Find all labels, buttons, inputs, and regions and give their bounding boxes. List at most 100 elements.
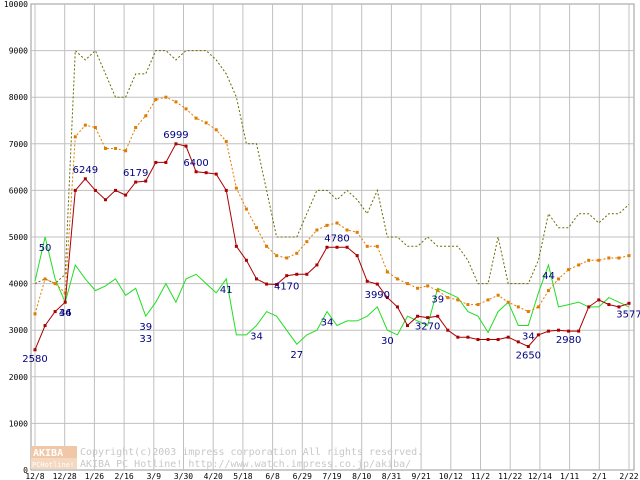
- point-avg: [486, 338, 490, 342]
- series-line-min: [34, 236, 630, 345]
- point-avg: [597, 298, 601, 302]
- point-upper: [154, 98, 158, 102]
- point-avg: [154, 160, 158, 164]
- point-upper: [436, 289, 440, 293]
- point-avg: [73, 188, 77, 192]
- y-tick-label: 6000: [9, 186, 28, 195]
- point-upper: [275, 254, 279, 258]
- point-avg: [285, 274, 289, 278]
- x-tick-label: 6/29: [293, 472, 312, 480]
- point-upper: [285, 256, 289, 260]
- x-tick-label: 7/19: [322, 472, 341, 480]
- point-avg: [627, 301, 631, 305]
- series-line-avg: [34, 143, 630, 350]
- point-avg: [345, 245, 349, 249]
- x-tick-label: 4/20: [204, 472, 223, 480]
- akiba-logo-top: [31, 446, 77, 458]
- point-upper: [93, 125, 97, 129]
- point-upper: [526, 310, 530, 314]
- point-avg: [275, 283, 279, 287]
- point-upper: [224, 139, 228, 143]
- x-tick-label: 11/2: [471, 472, 490, 480]
- point-upper: [335, 221, 339, 225]
- point-avg: [617, 305, 621, 309]
- y-tick-label: 5000: [9, 233, 28, 242]
- point-upper: [265, 244, 269, 248]
- y-tick-label: 7000: [9, 140, 28, 149]
- y-tick-label: 4000: [9, 280, 28, 289]
- data-label: 6400: [183, 158, 208, 169]
- point-upper: [617, 256, 621, 260]
- point-avg: [194, 170, 198, 174]
- data-label: 50: [39, 243, 52, 254]
- akiba-logo-bottom-text: PCHotline!: [32, 461, 74, 469]
- point-avg: [33, 348, 37, 352]
- point-avg: [43, 324, 47, 328]
- data-label: 34: [522, 332, 535, 343]
- gridlines: [31, 4, 634, 470]
- point-upper: [627, 254, 631, 258]
- point-upper: [506, 300, 510, 304]
- point-avg: [63, 300, 67, 304]
- point-upper: [325, 223, 329, 227]
- x-tick-label: 2/16: [114, 472, 133, 480]
- y-tick-label: 3000: [9, 326, 28, 335]
- point-avg: [305, 272, 309, 276]
- point-avg: [254, 277, 258, 281]
- point-upper: [114, 146, 118, 150]
- series-layer: [33, 49, 631, 352]
- point-upper: [305, 240, 309, 244]
- point-avg: [83, 177, 87, 181]
- point-avg: [355, 254, 359, 258]
- point-upper: [103, 146, 107, 150]
- point-upper: [134, 125, 138, 129]
- point-upper: [63, 291, 67, 295]
- point-avg: [234, 244, 238, 248]
- y-tick-label: 2000: [9, 373, 28, 382]
- point-upper: [194, 116, 198, 120]
- point-avg: [114, 188, 118, 192]
- data-label: 2580: [22, 354, 47, 365]
- x-tick-label: 2/22: [619, 472, 638, 480]
- point-upper: [144, 114, 148, 118]
- point-avg: [395, 305, 399, 309]
- point-upper: [375, 244, 379, 248]
- point-avg: [265, 282, 269, 286]
- x-tick-label: 12/14: [528, 472, 552, 480]
- data-label: 2650: [516, 351, 541, 362]
- point-avg: [144, 179, 148, 183]
- data-label: 3990: [365, 290, 390, 301]
- point-avg: [526, 345, 530, 349]
- point-avg: [496, 338, 500, 342]
- point-upper: [597, 258, 601, 262]
- data-label: 44: [59, 308, 72, 319]
- point-avg: [295, 272, 299, 276]
- series-line-upper: [34, 96, 630, 315]
- point-upper: [164, 95, 168, 99]
- series-line-max: [34, 49, 630, 285]
- point-upper: [365, 244, 369, 248]
- y-axis-tick-labels: 0 1000 2000 3000 4000 5000 6000 7000 8000 9000 100…: [4, 0, 28, 475]
- point-avg: [325, 245, 329, 249]
- x-tick-label: 8/10: [352, 472, 371, 480]
- point-avg: [124, 193, 128, 197]
- data-label: 36: [59, 308, 72, 319]
- point-avg: [93, 188, 97, 192]
- point-avg: [456, 335, 460, 339]
- data-label: 34: [321, 318, 334, 329]
- point-upper: [234, 186, 238, 190]
- point-upper: [73, 135, 77, 139]
- x-tick-label: 3/9: [147, 472, 162, 480]
- point-avg: [426, 316, 430, 320]
- point-avg: [335, 245, 339, 249]
- y-tick-label: 10000: [4, 0, 28, 9]
- data-label: 41: [220, 285, 233, 296]
- point-upper: [587, 258, 591, 262]
- point-avg: [466, 335, 470, 339]
- data-label: 3577: [616, 309, 640, 320]
- y-tick-label: 1000: [9, 419, 28, 428]
- data-label: 2980: [556, 335, 581, 346]
- point-upper: [254, 226, 258, 230]
